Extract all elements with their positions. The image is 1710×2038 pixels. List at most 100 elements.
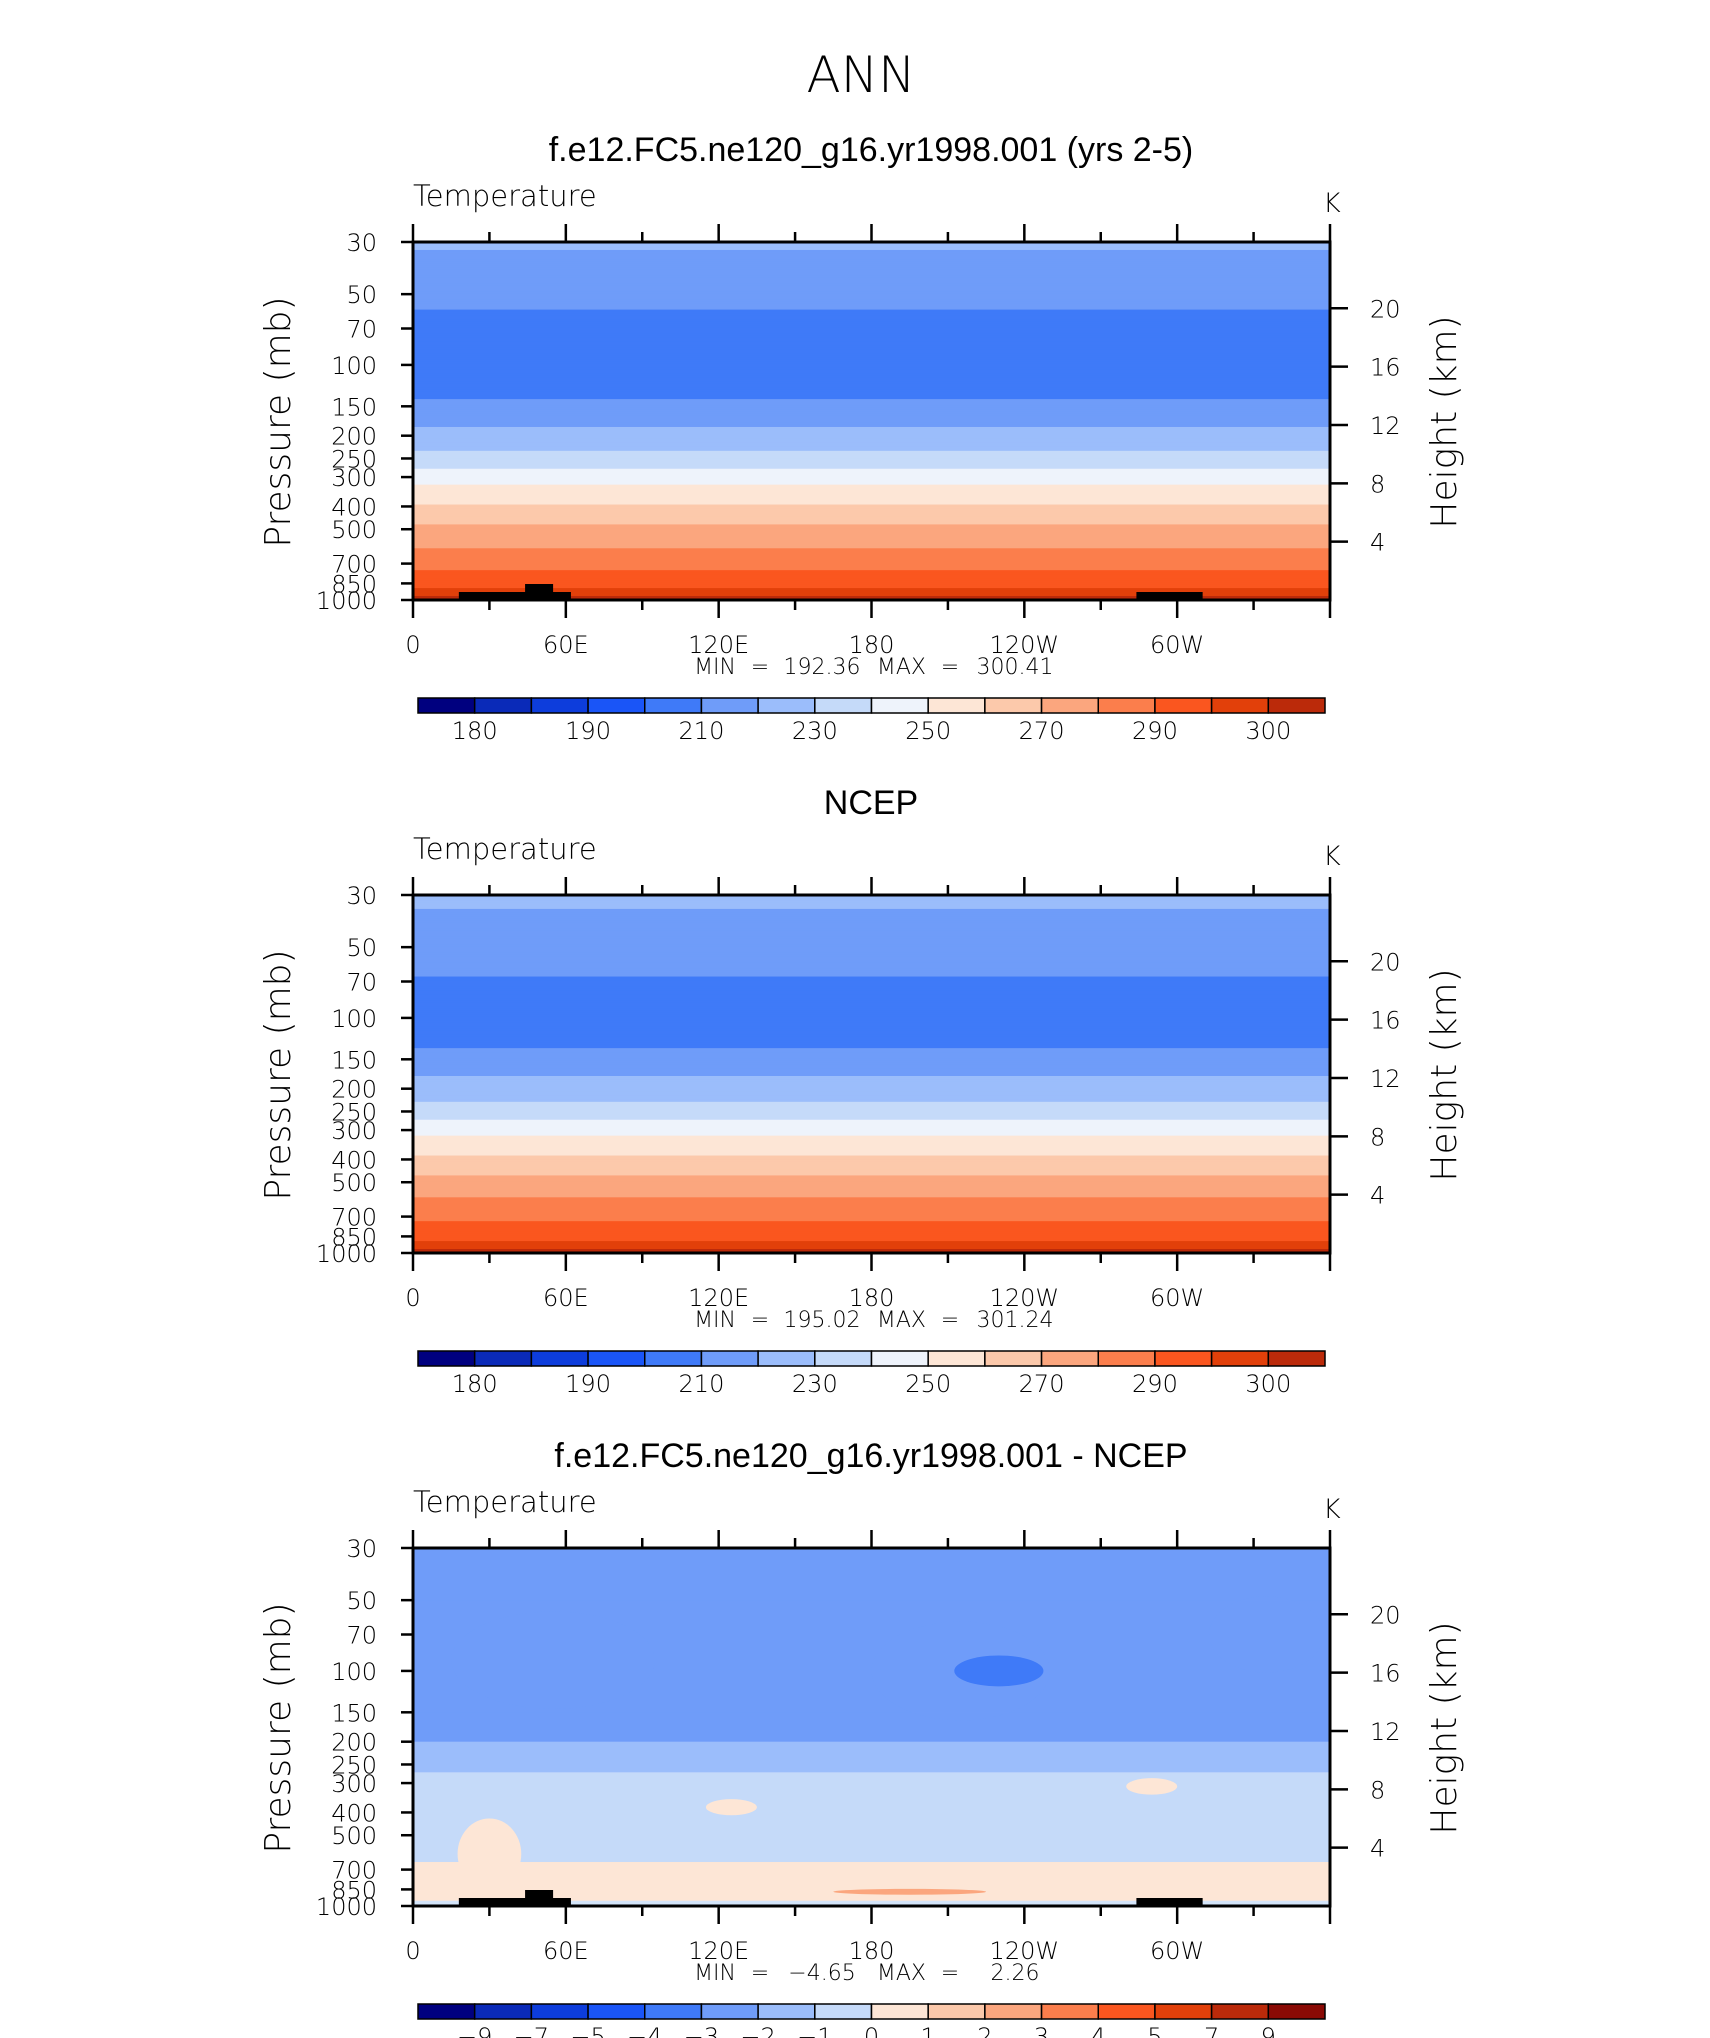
y-tick-label: 250: [331, 1098, 377, 1126]
contour-band: [413, 1074, 1330, 1077]
contour-band: [413, 397, 1330, 400]
contour-band: [413, 1064, 1330, 1067]
contour-band: [413, 462, 1330, 466]
contour-band: [413, 960, 1330, 964]
contour-band: [413, 293, 1330, 297]
contour-band: [413, 393, 1330, 396]
colorbar-box: [1097, 1350, 1156, 1367]
contour-band: [413, 383, 1330, 386]
contour-band: [413, 1217, 1330, 1220]
contour-band: [413, 1129, 1330, 1133]
x-tick-label: 120W: [990, 1937, 1060, 1965]
x-tick-label: 120E: [688, 1937, 749, 1965]
contour-band: [413, 269, 1330, 273]
contour-band: [413, 442, 1330, 446]
contour-band: [413, 329, 1330, 333]
y-tick-right-label: 20: [1370, 948, 1401, 976]
contour-band: [413, 1205, 1330, 1208]
contour-band: [413, 918, 1330, 922]
colorbar: 180 190 210 230 250 270 290 300: [417, 697, 1326, 745]
colorbar-label: 250: [905, 717, 951, 745]
contour-band: [413, 1167, 1330, 1171]
x-tick-label: 0: [405, 1284, 420, 1312]
y-tick-label: 150: [331, 1046, 377, 1074]
colorbar-box: [927, 2003, 986, 2020]
contour-band: [413, 934, 1330, 938]
contour-band: [413, 335, 1330, 339]
y-tick-label: 250: [331, 445, 377, 473]
contour-band: [413, 385, 1330, 388]
y-tick-label: 700: [331, 1204, 377, 1232]
y-tick-label: 50: [346, 934, 377, 962]
contour-band: [413, 592, 1330, 595]
colorbar-box: [473, 2003, 533, 2020]
contour-band: [413, 438, 1330, 442]
contour-band: [413, 980, 1330, 984]
contour-band: [413, 1145, 1330, 1149]
colorbar-label: 5: [1147, 2023, 1162, 2038]
min-value: −4.65: [788, 1961, 855, 1986]
panel-title: f.e12.FC5.ne120_g16.yr1998.001 (yrs 2-5): [549, 131, 1194, 169]
contour-band: [413, 359, 1330, 362]
y-tick-label: 250: [331, 1751, 377, 1779]
colorbar-box: [1267, 2003, 1326, 2020]
contour-band: [413, 403, 1330, 406]
contour-band: [413, 1155, 1330, 1159]
contour-band: [413, 536, 1330, 539]
colorbar-label: 270: [1019, 1370, 1065, 1398]
contour-band: [413, 377, 1330, 380]
contour-band: [413, 1111, 1330, 1115]
contour-band: [413, 1109, 1330, 1113]
contour-band: [413, 906, 1330, 910]
contour-band: [413, 363, 1330, 366]
contour-band: [413, 1245, 1330, 1248]
y-tick-label: 100: [331, 1005, 377, 1033]
colorbar-label: 210: [679, 1370, 725, 1398]
contour-band: [413, 1125, 1330, 1129]
contour-band: [413, 1018, 1330, 1021]
contour-band: [413, 510, 1330, 514]
x-tick-label: 180: [849, 1937, 895, 1965]
colorbar-label: −9: [457, 2023, 492, 2038]
contour-band: [413, 1249, 1330, 1252]
colorbar-box: [1154, 1350, 1213, 1367]
contour-band: [413, 1159, 1330, 1163]
y-tick-label: 100: [331, 352, 377, 380]
contour-band: [413, 1095, 1330, 1099]
max-label: MAX: [877, 1961, 926, 1986]
contour-band: [413, 504, 1330, 508]
contour-band: [413, 1058, 1330, 1061]
contour-band: [413, 916, 1330, 920]
contour-patch: [954, 1655, 1044, 1687]
contour-band: [413, 331, 1330, 335]
x-tick-label: 60W: [1150, 1937, 1204, 1965]
colorbar-label: 7: [1204, 2023, 1219, 2038]
variable-label: Temperature: [413, 832, 597, 866]
contour-band: [413, 588, 1330, 591]
contour-band: [413, 1062, 1330, 1065]
contour-patch: [833, 1888, 987, 1895]
colorbar-box: [700, 2003, 759, 2020]
contour-band: [413, 1085, 1330, 1089]
x-tick-label: 60W: [1150, 631, 1204, 659]
colorbar-label: 210: [679, 717, 725, 745]
contour-band: [413, 1099, 1330, 1103]
contour-band: [413, 920, 1330, 924]
colorbar-label: 0: [864, 2023, 879, 2038]
contour-band: [413, 1197, 1330, 1200]
contour-band: [413, 327, 1330, 331]
contour-band: [413, 355, 1330, 358]
min-eq: =: [751, 1961, 769, 1986]
y-tick-label: 70: [346, 1622, 377, 1650]
contour-band: [413, 379, 1330, 382]
colorbar-box: [1040, 1350, 1099, 1367]
colorbar-box: [1267, 697, 1326, 714]
contour-band: [413, 1225, 1330, 1228]
contour-band: [413, 1139, 1330, 1143]
contour-band: [413, 367, 1330, 370]
contour-band: [413, 940, 1330, 944]
y-tick-label: 850: [331, 1876, 377, 1904]
contour-band: [413, 349, 1330, 352]
contour-band: [413, 526, 1330, 529]
contour-band: [413, 263, 1330, 267]
